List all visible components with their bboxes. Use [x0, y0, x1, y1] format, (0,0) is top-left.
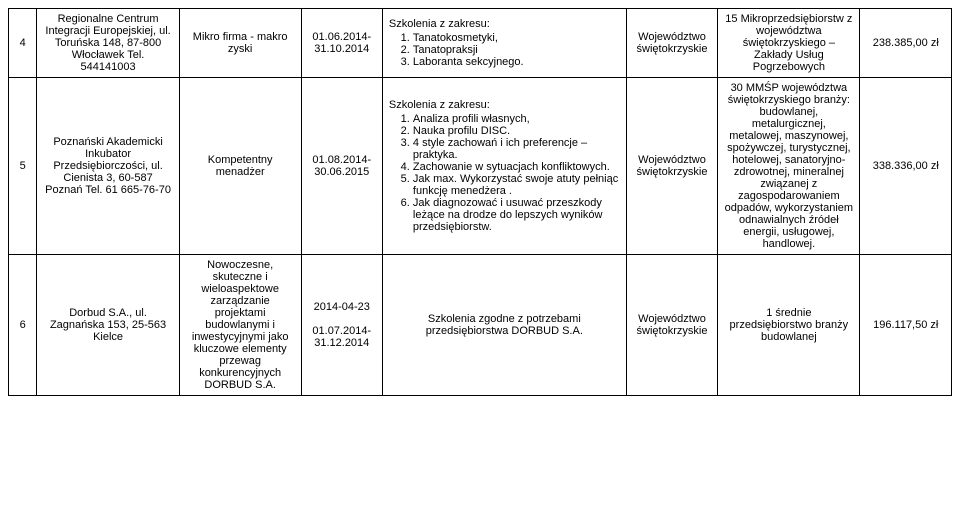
- target-group: 1 średnie przedsiębiorstwo branży budowl…: [718, 255, 860, 396]
- desc-item: Zachowanie w sytuacjach konfliktowych.: [413, 161, 620, 173]
- desc-item: Tanatokosmetyki,: [413, 32, 620, 44]
- target-group: 15 Mikroprzedsiębiorstw z województwa św…: [718, 9, 860, 78]
- table-row: 4 Regionalne Centrum Integracji Europejs…: [9, 9, 952, 78]
- project-title: Kompetentny menadżer: [179, 78, 301, 255]
- row-number: 5: [9, 78, 37, 255]
- desc-label: Szkolenia z zakresu:: [389, 18, 620, 30]
- project-title: Mikro firma - makro zyski: [179, 9, 301, 78]
- dates: 01.06.2014- 31.10.2014: [301, 9, 382, 78]
- target-group: 30 MMŚP województwa świętokrzyskiego bra…: [718, 78, 860, 255]
- projects-table: 4 Regionalne Centrum Integracji Europejs…: [8, 8, 952, 396]
- row-number: 6: [9, 255, 37, 396]
- row-number: 4: [9, 9, 37, 78]
- description: Szkolenia z zakresu: Analiza profili wła…: [382, 78, 626, 255]
- desc-item: Jak diagnozować i usuwać przeszkody leżą…: [413, 197, 620, 233]
- dates: 2014-04-23 01.07.2014- 31.12.2014: [301, 255, 382, 396]
- project-title: Nowoczesne, skuteczne i wieloaspektowe z…: [179, 255, 301, 396]
- organization: Regionalne Centrum Integracji Europejski…: [37, 9, 179, 78]
- description: Szkolenia z zakresu: Tanatokosmetyki, Ta…: [382, 9, 626, 78]
- description: Szkolenia zgodne z potrzebami przedsiębi…: [382, 255, 626, 396]
- desc-list: Analiza profili własnych, Nauka profilu …: [389, 113, 620, 233]
- dates: 01.08.2014- 30.06.2015: [301, 78, 382, 255]
- desc-item: Analiza profili własnych,: [413, 113, 620, 125]
- region: Województwo świętokrzyskie: [626, 255, 717, 396]
- desc-item: Laboranta sekcyjnego.: [413, 56, 620, 68]
- desc-item: Nauka profilu DISC.: [413, 125, 620, 137]
- table-row: 5 Poznański Akademicki Inkubator Przedsi…: [9, 78, 952, 255]
- region: Województwo świętokrzyskie: [626, 78, 717, 255]
- desc-list: Tanatokosmetyki, Tanatopraksji Laboranta…: [389, 32, 620, 68]
- desc-item: 4 style zachowań i ich preferencje – pra…: [413, 137, 620, 161]
- desc-item: Tanatopraksji: [413, 44, 620, 56]
- amount: 238.385,00 zł: [860, 9, 952, 78]
- organization: Dorbud S.A., ul. Zagnańska 153, 25-563 K…: [37, 255, 179, 396]
- amount: 196.117,50 zł: [860, 255, 952, 396]
- amount: 338.336,00 zł: [860, 78, 952, 255]
- desc-item: Jak max. Wykorzystać swoje atuty pełniąc…: [413, 173, 620, 197]
- table-row: 6 Dorbud S.A., ul. Zagnańska 153, 25-563…: [9, 255, 952, 396]
- region: Województwo świętokrzyskie: [626, 9, 717, 78]
- organization: Poznański Akademicki Inkubator Przedsięb…: [37, 78, 179, 255]
- desc-label: Szkolenia z zakresu:: [389, 99, 620, 111]
